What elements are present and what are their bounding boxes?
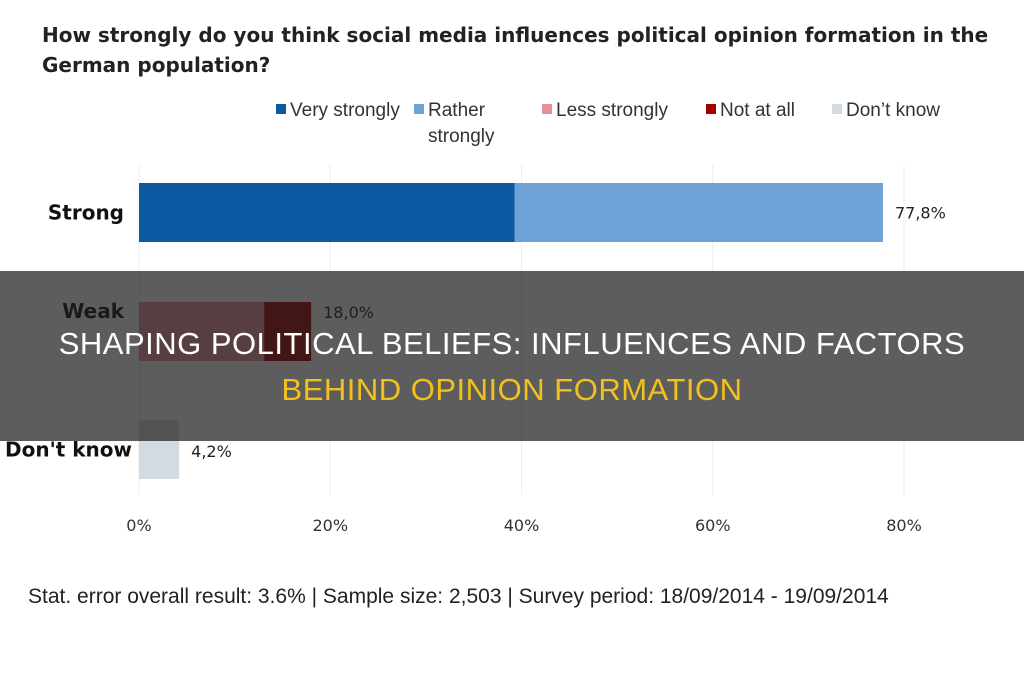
category-label: Don't know [5,438,132,462]
chart-footer: Stat. error overall result: 3.6% | Sampl… [28,585,889,608]
legend-swatch [414,104,424,114]
legend-swatch [832,104,842,114]
legend-swatch [542,104,552,114]
legend-item: Very strongly [276,98,400,124]
bar-segment [514,183,883,242]
x-tick-label: 60% [695,516,731,535]
legend-label: Rather strongly [428,100,495,147]
data-label: 77,8% [895,204,946,223]
x-tick-label: 80% [886,516,922,535]
legend-item: Rather strongly [414,98,518,150]
headline-line2: BEHIND OPINION FORMATION [281,372,743,407]
legend-item: Don’t know [832,98,940,124]
chart-title: How strongly do you think social media i… [42,23,989,77]
legend-label: Not at all [720,100,795,121]
bar-segment [139,183,515,242]
legend-label: Less strongly [556,100,668,121]
legend-swatch [706,104,716,114]
legend-label: Don’t know [846,100,940,121]
legend-item: Less strongly [542,98,668,124]
legend-swatch [276,104,286,114]
x-tick-label: 40% [504,516,540,535]
legend-item: Not at all [706,98,795,124]
title-overlay-band [0,271,1024,441]
x-tick-label: 0% [126,516,151,535]
headline-line1: SHAPING POLITICAL BELIEFS: INFLUENCES AN… [58,326,966,361]
x-tick-label: 20% [312,516,348,535]
legend-label: Very strongly [290,100,400,121]
category-label: Strong [48,201,124,225]
data-label: 4,2% [191,442,232,461]
